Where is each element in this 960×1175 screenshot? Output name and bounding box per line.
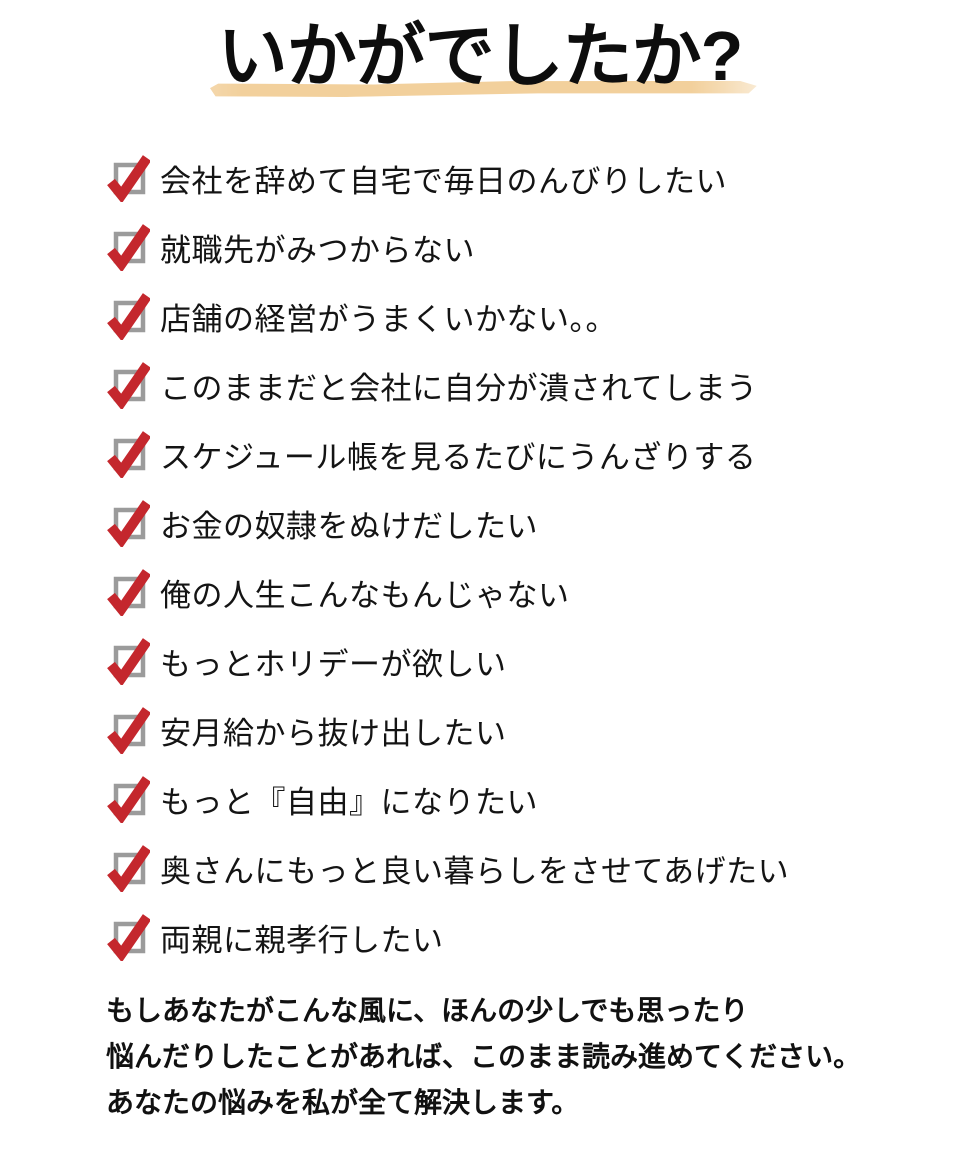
checklist-item: もっと『自由』になりたい [106,775,960,824]
checklist-item-label: 奥さんにもっと良い暮らしをさせてあげたい [160,853,790,889]
checklist-item: 就職先がみつからない [106,223,960,272]
checklist-item-label: もっとホリデーが欲しい [160,646,507,682]
checklist-item-label: このままだと会社に自分が潰されてしまう [160,370,758,406]
closing-line: あなたの悩みを私が全て解決します。 [106,1087,580,1119]
checklist-item-label: 安月給から抜け出したい [160,715,507,751]
checked-checkbox-icon [106,775,150,824]
checklist-item: もっとホリデーが欲しい [106,637,960,686]
checked-checkbox-icon [106,913,150,962]
checked-checkbox-icon [106,292,150,341]
checklist-item-label: スケジュール帳を見るたびにうんざりする [160,439,757,475]
checklist: 会社を辞めて自宅で毎日のんびりしたい 就職先がみつからない 店舗の経営がうまくい… [0,154,960,962]
checked-checkbox-icon [106,844,150,893]
checked-checkbox-icon [106,430,150,479]
checklist-item: お金の奴隷をぬけだしたい [106,499,960,548]
checked-checkbox-icon [106,637,150,686]
checklist-item-label: お金の奴隷をぬけだしたい [160,508,538,544]
checklist-item: 両親に親孝行したい [106,913,960,962]
checked-checkbox-icon [106,499,150,548]
checklist-item-label: 会社を辞めて自宅で毎日のんびりしたい [160,163,727,199]
checklist-item-label: 両親に親孝行したい [160,922,444,958]
page-title-text: いかがでしたか? [217,17,744,95]
checklist-item: 奥さんにもっと良い暮らしをさせてあげたい [106,844,960,893]
checklist-item-label: もっと『自由』になりたい [160,784,538,820]
checklist-item-label: 俺の人生こんなもんじゃない [160,577,570,613]
checklist-item: 俺の人生こんなもんじゃない [106,568,960,617]
checklist-item: スケジュール帳を見るたびにうんざりする [106,430,960,479]
page-title: いかがでしたか? [218,14,743,99]
checklist-item: 会社を辞めて自宅で毎日のんびりしたい [106,154,960,203]
checked-checkbox-icon [106,154,150,203]
checklist-item: 店舗の経営がうまくいかない。。 [106,292,960,341]
page-header: いかがでしたか? [0,0,960,99]
closing-paragraph: もしあなたがこんな風に、ほんの少しでも思ったり 悩んだりしたことがあれば、このま… [106,988,960,1126]
checklist-item: このままだと会社に自分が潰されてしまう [106,361,960,410]
closing-line: 悩んだりしたことがあれば、このまま読み進めてください。 [106,1041,862,1073]
checked-checkbox-icon [106,706,150,755]
checked-checkbox-icon [106,223,150,272]
closing-line: もしあなたがこんな風に、ほんの少しでも思ったり [106,995,749,1027]
checklist-item: 安月給から抜け出したい [106,706,960,755]
checklist-item-label: 就職先がみつからない [160,232,475,268]
checklist-item-label: 店舗の経営がうまくいかない。。 [160,301,617,337]
checked-checkbox-icon [106,568,150,617]
checked-checkbox-icon [106,361,150,410]
